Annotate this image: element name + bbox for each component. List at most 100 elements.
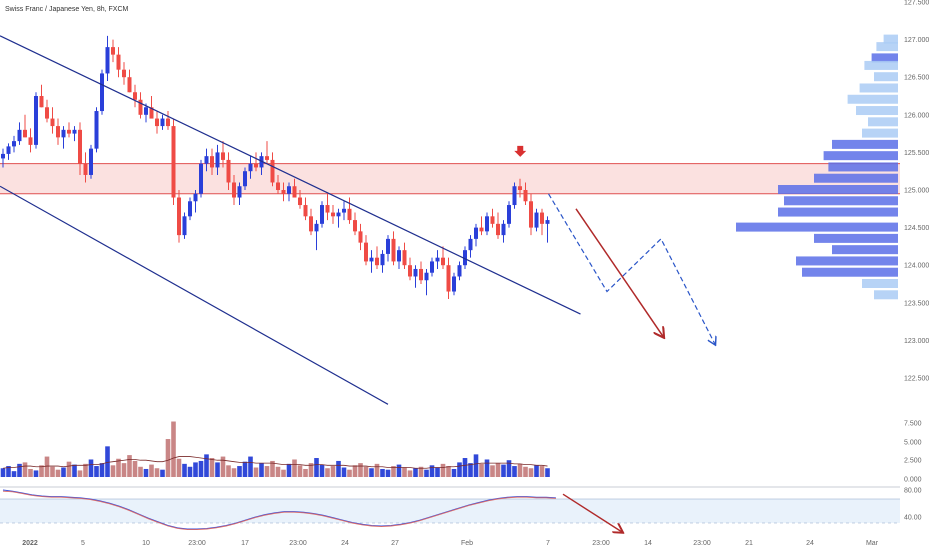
candle-body [127,77,132,93]
annotations[interactable] [514,145,716,344]
osc-tick-label: 80.00 [904,488,922,495]
candle-body [12,141,16,147]
volume-bar [39,465,44,477]
candle-body [72,129,77,134]
volume-bar [435,467,440,477]
candle-body [529,201,533,228]
volume-bar [83,463,88,477]
candle-body [457,265,462,277]
time-tick-label: 23:00 [188,540,206,547]
candle-body [375,257,379,266]
volume-bar [127,455,132,477]
volume-bar [479,463,484,477]
time-tick-label: 23:00 [592,540,610,547]
volume-bar [341,467,347,477]
volume-bars [0,421,550,477]
volume-tick-label: 5.000 [904,440,922,447]
volume-bar [231,468,237,477]
volume-bar [506,460,512,477]
candle-body [188,201,192,217]
candle-body [45,107,49,119]
candle-body [67,129,71,134]
price-tick-label: 125.500 [904,150,929,157]
candle-body [353,220,357,232]
volume-profile-bar [823,151,898,161]
volume-bar [22,462,28,477]
volume-bar [116,458,121,477]
volume-bar [347,469,352,477]
volume-bar [358,463,363,477]
volume-tick-label: 7.500 [904,421,922,428]
osc-line-main [2,489,556,530]
volume-bar [424,469,429,477]
candle-body [292,186,297,198]
volume-tick-label: 2.500 [904,458,922,465]
time-tick-label: 24 [341,540,349,547]
candle-body [347,208,352,221]
candle-body [270,159,275,183]
candle-body [177,197,181,236]
volume-bar [451,468,457,477]
volume-bar [264,466,270,477]
candle-body [204,156,209,164]
candle-body [303,205,308,217]
candle-body [463,250,467,266]
volume-bar [440,463,446,477]
price-tick-label: 126.000 [904,112,929,119]
volume-bar [314,458,319,477]
candle-body [100,73,104,112]
candle-body [397,250,401,262]
volume-bar [336,460,341,477]
volume-bar [105,446,110,477]
candle-body [342,208,346,213]
candle-body [17,129,22,142]
volume-profile-bar [814,173,898,183]
volume-bar [429,465,435,477]
time-tick-label: 14 [644,540,652,547]
volume-bar [50,466,55,477]
projection-path-dashed [547,193,716,344]
candle-body [61,129,66,138]
volume-bar [380,468,385,477]
volume-profile-bar [874,72,898,82]
time-tick-label: 17 [241,540,249,547]
candle-body [369,257,374,262]
candle-body [446,265,451,292]
volume-bar [6,466,11,477]
price-tick-label: 122.500 [904,376,929,383]
candle-body [314,223,319,232]
volume-bar [28,468,33,477]
volume-bar [165,439,171,477]
candle-body [28,137,33,145]
volume-bar [149,464,154,477]
volume-bar [220,456,226,477]
volume-bar [413,468,418,477]
candle-body [386,238,390,254]
volume-bar [187,466,193,477]
volume-bar [407,470,413,477]
trend-channel[interactable] [0,35,581,405]
volume-bar [319,464,325,477]
volume-bar [297,465,303,477]
volume-bar [11,471,17,477]
candle-body [507,205,511,224]
candle-body [408,265,412,277]
volume-profile-bar [856,106,898,116]
volume-bar [325,468,330,477]
candle-body [523,190,528,202]
volume-bar [259,463,264,477]
time-tick-label: 27 [391,540,399,547]
candle-body [193,193,198,202]
channel-lower-line [0,185,389,405]
price-tick-label: 125.000 [904,188,929,195]
candle-body [441,257,445,266]
candle-body [243,171,247,187]
candle-body [276,182,280,190]
volume-bar [495,463,501,477]
volume-bar [237,466,242,477]
candle-body [320,205,324,224]
time-tick-label: 24 [806,540,814,547]
volume-bar [457,462,462,477]
candle-body [171,126,176,198]
